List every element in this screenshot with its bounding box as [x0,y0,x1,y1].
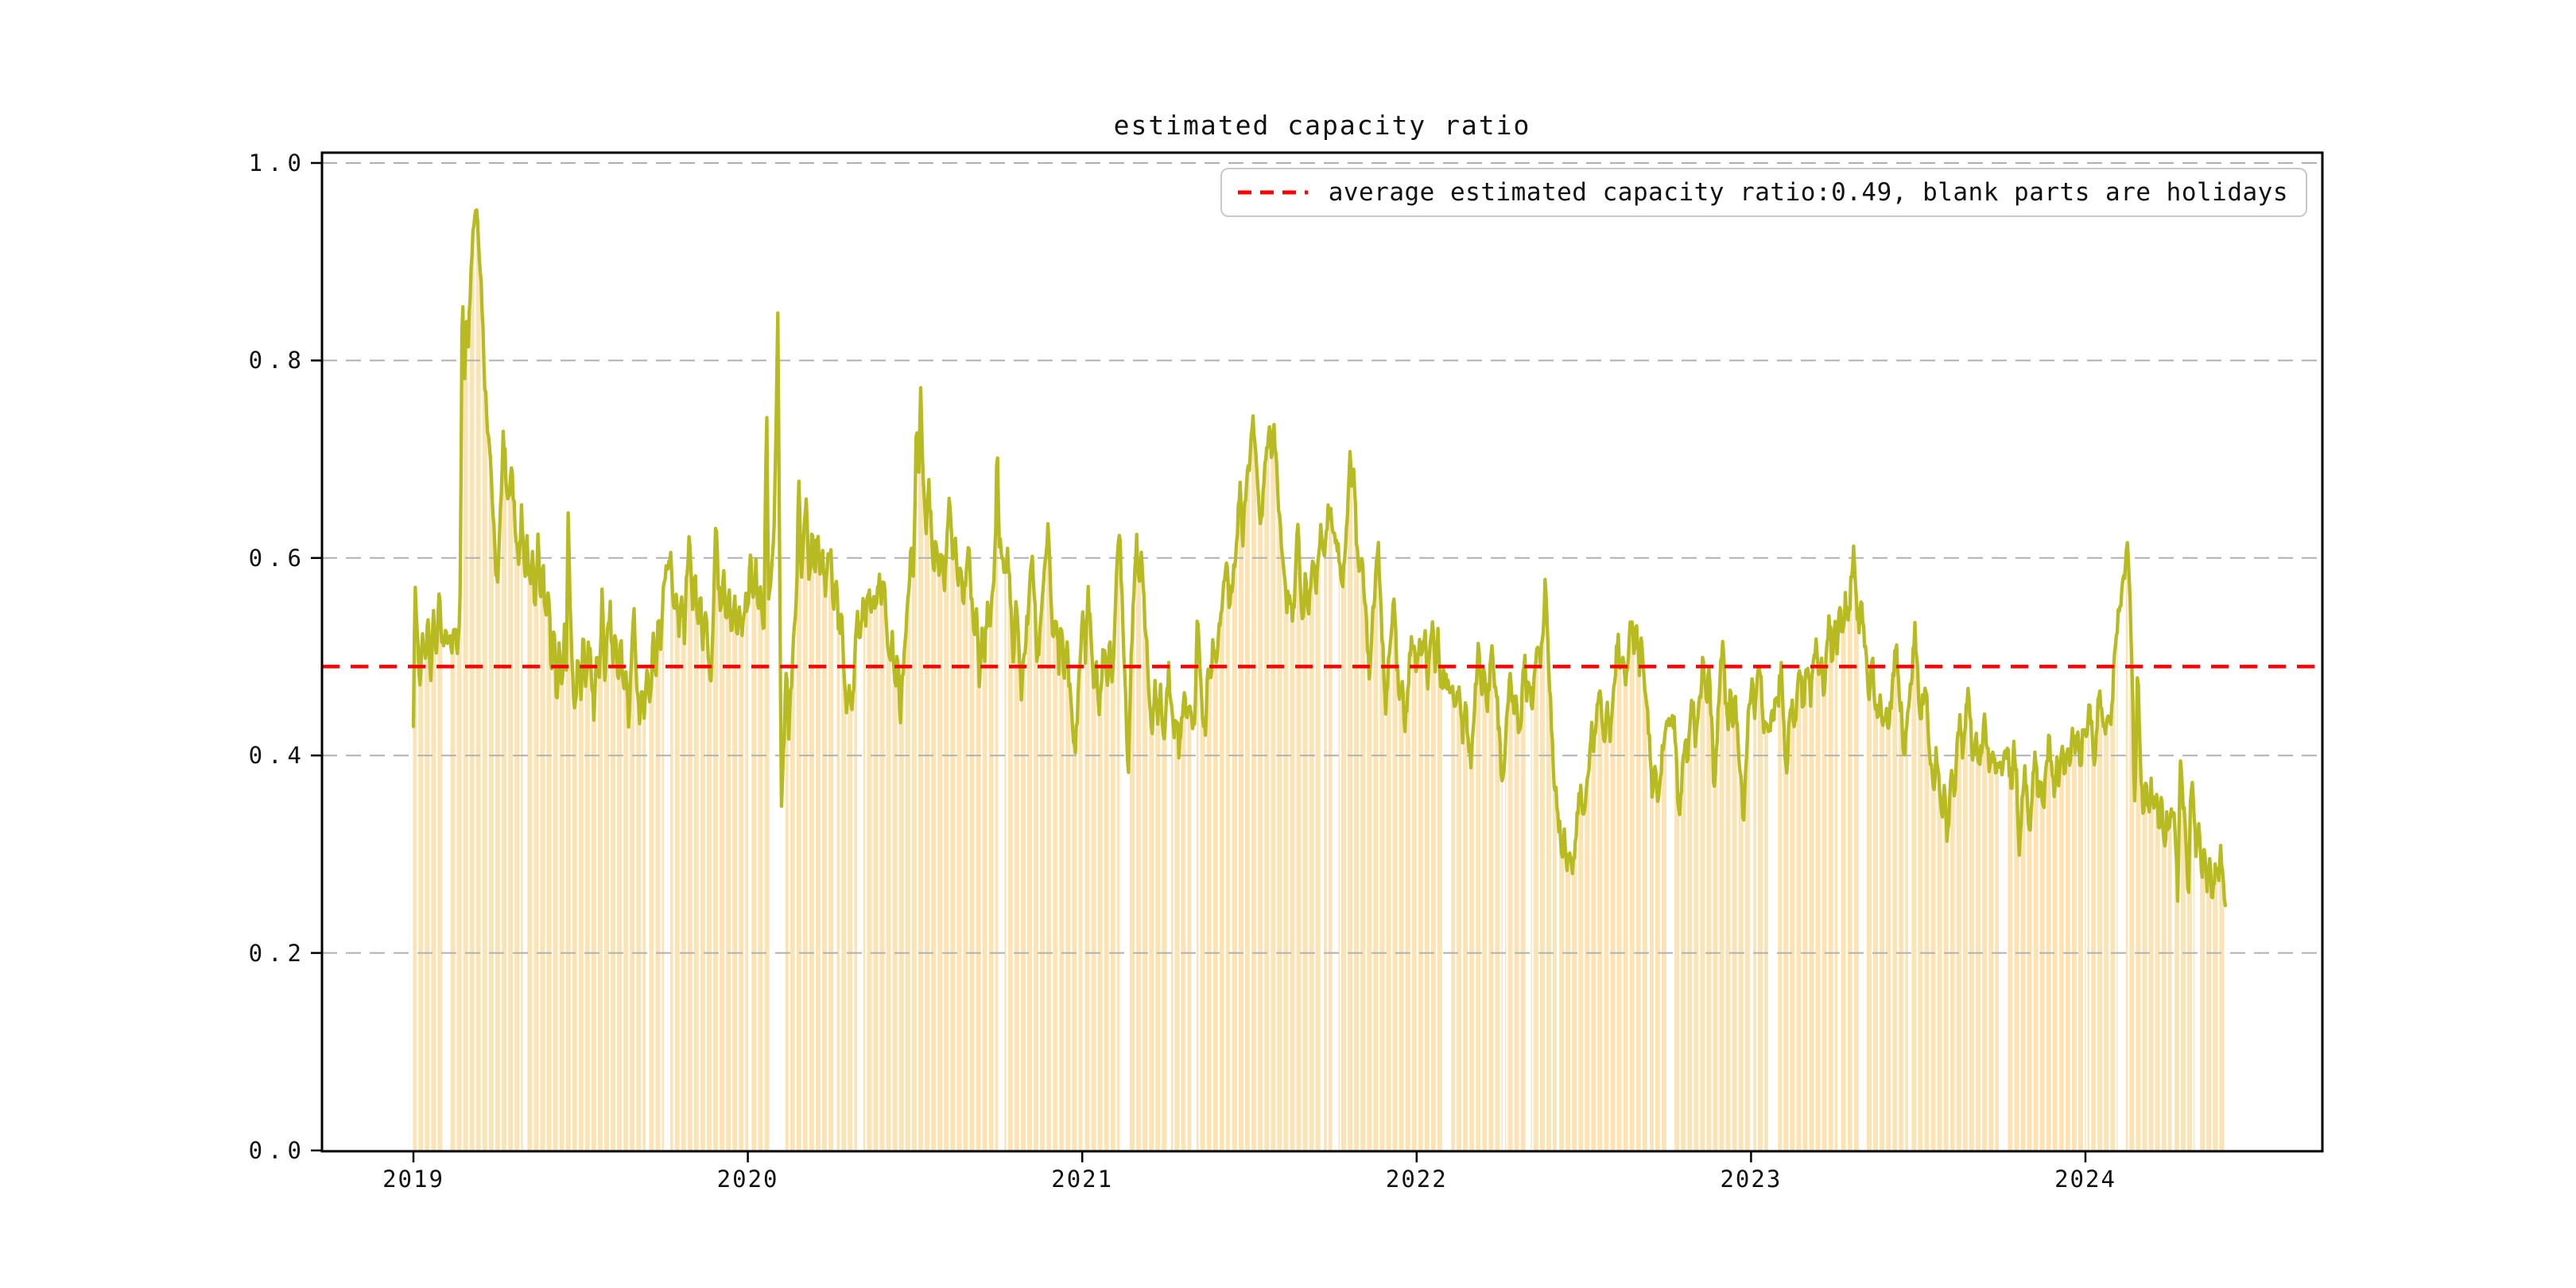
x-tick-label: 2024 [2054,1166,2116,1193]
y-tick-label: 1.0 [248,149,307,177]
y-tick-label: 0.4 [248,742,307,770]
x-tick-label: 2020 [716,1166,779,1193]
legend-avg-line-sample [1237,190,1308,195]
capacity-line [411,208,2228,908]
legend: average estimated capacity ratio:0.49, b… [1220,168,2307,217]
plot-border [320,151,2324,1153]
x-tick-label: 2023 [1720,1166,1783,1193]
y-tick-label: 0.2 [248,939,307,967]
x-tick-label: 2019 [382,1166,444,1193]
x-tick-label: 2021 [1051,1166,1114,1193]
y-tick-label: 0.6 [248,544,307,572]
legend-label: average estimated capacity ratio:0.49, b… [1328,178,2288,207]
y-tick-label: 0.0 [248,1137,307,1164]
x-tick-label: 2022 [1385,1166,1448,1193]
chart-title: estimated capacity ratio [1113,110,1531,141]
y-tick-label: 0.8 [248,347,307,374]
capacity-bars [413,210,2225,1150]
